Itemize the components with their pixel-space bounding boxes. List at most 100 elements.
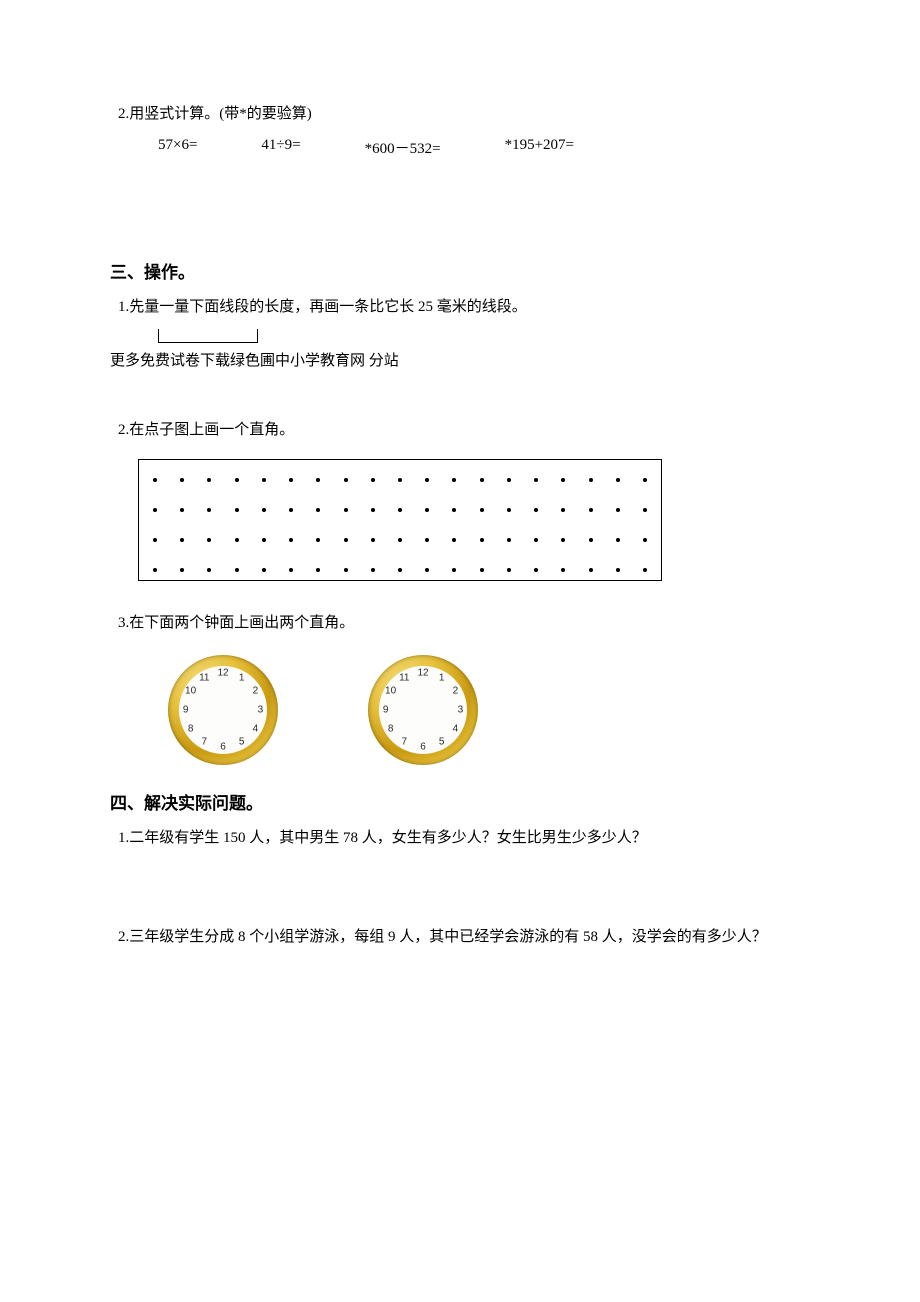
dot-grid (138, 459, 662, 581)
dot (534, 508, 538, 512)
clocks-row: 121234567891011 121234567891011 (168, 655, 810, 765)
s3-q1: 1.先量一量下面线段的长度，再画一条比它长 25 毫米的线段。 (110, 293, 810, 322)
dot (425, 568, 429, 572)
dot (262, 478, 266, 482)
dot-row (153, 568, 647, 572)
dot (207, 568, 211, 572)
eq-1: 57×6= (158, 137, 197, 158)
dot (180, 508, 184, 512)
dot (262, 538, 266, 542)
dot (316, 508, 320, 512)
dot (371, 538, 375, 542)
clock-face (379, 666, 467, 754)
dot (425, 508, 429, 512)
dot (235, 538, 239, 542)
dot (153, 568, 157, 572)
dot (534, 538, 538, 542)
eq-3: *600－532= (365, 137, 441, 158)
dot (262, 568, 266, 572)
dot (316, 538, 320, 542)
dot (616, 508, 620, 512)
clock-number: 5 (239, 737, 245, 748)
dot (534, 478, 538, 482)
dot (452, 538, 456, 542)
dot (452, 508, 456, 512)
clock-number: 11 (199, 672, 209, 683)
clock-number: 3 (258, 705, 264, 716)
dot (643, 568, 647, 572)
dot (207, 538, 211, 542)
clock-number: 2 (253, 686, 259, 697)
clock-face (179, 666, 267, 754)
dot (398, 568, 402, 572)
dot (616, 568, 620, 572)
dot (289, 568, 293, 572)
dot (561, 568, 565, 572)
clock-number: 8 (388, 723, 394, 734)
dot (180, 568, 184, 572)
dot (480, 568, 484, 572)
footer-note: 更多免费试卷下载绿色圃中小学教育网 分站 (110, 349, 810, 370)
clock-2: 121234567891011 (368, 655, 478, 765)
dot (207, 478, 211, 482)
clock-number: 9 (383, 705, 389, 716)
dot (398, 478, 402, 482)
dot (425, 538, 429, 542)
dot-row (153, 478, 647, 482)
dot (371, 508, 375, 512)
dot (643, 478, 647, 482)
dot (153, 538, 157, 542)
dot (561, 508, 565, 512)
page: 2.用竖式计算。(带*的要验算) 57×6= 41÷9= *600－532= *… (0, 0, 920, 1019)
clock-number: 11 (399, 672, 409, 683)
line-segment-figure (158, 329, 258, 343)
q2-equations: 57×6= 41÷9= *600－532= *195+207= (110, 137, 810, 158)
dot (507, 508, 511, 512)
dot (452, 478, 456, 482)
dot (371, 478, 375, 482)
dot (480, 538, 484, 542)
dot (425, 478, 429, 482)
dot-row (153, 508, 647, 512)
dot (316, 478, 320, 482)
dot (344, 508, 348, 512)
dot (153, 478, 157, 482)
clock-number: 10 (185, 686, 196, 697)
dot (507, 478, 511, 482)
clock-number: 3 (458, 705, 464, 716)
dot (153, 508, 157, 512)
dot (589, 478, 593, 482)
dot (235, 478, 239, 482)
clock-number: 6 (220, 742, 226, 753)
clock-number: 10 (385, 686, 396, 697)
dot (398, 508, 402, 512)
dot (180, 478, 184, 482)
clock-number: 2 (453, 686, 459, 697)
s4-q2: 2.三年级学生分成 8 个小组学游泳，每组 9 人，其中已经学会游泳的有 58 … (110, 923, 810, 952)
dot (235, 568, 239, 572)
dot (480, 478, 484, 482)
dot (616, 478, 620, 482)
dot (480, 508, 484, 512)
clock-number: 4 (453, 723, 459, 734)
s3-q3: 3.在下面两个钟面上画出两个直角。 (110, 609, 810, 638)
dot (316, 568, 320, 572)
clock-1: 121234567891011 (168, 655, 278, 765)
dot (452, 568, 456, 572)
clock-number: 4 (253, 723, 259, 734)
section4-heading: 四、解决实际问题。 (110, 789, 810, 814)
dot (643, 508, 647, 512)
dot (289, 538, 293, 542)
dot (534, 568, 538, 572)
clock-number: 6 (420, 742, 426, 753)
clock-number: 12 (217, 667, 228, 678)
dot (207, 508, 211, 512)
clock-number: 7 (402, 737, 408, 748)
dot (643, 538, 647, 542)
dot (289, 508, 293, 512)
clock-number: 1 (239, 672, 245, 683)
clock-number: 9 (183, 705, 189, 716)
clock-number: 8 (188, 723, 194, 734)
s3-q2: 2.在点子图上画一个直角。 (110, 416, 810, 445)
clock-number: 12 (417, 667, 428, 678)
